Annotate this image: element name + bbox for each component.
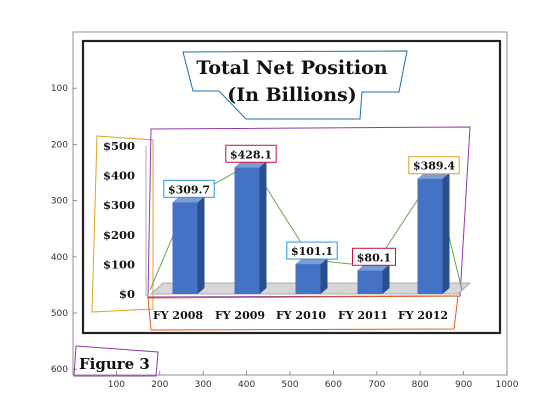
image-x-tick-label: 500 bbox=[281, 380, 298, 390]
bar bbox=[417, 172, 450, 294]
bar-front bbox=[172, 202, 198, 294]
chart-y-tick-label: $200 bbox=[103, 228, 135, 242]
chart-y-tick-labels: $0 $100 $200 $300 $400 $500 bbox=[103, 139, 135, 301]
bar-series bbox=[172, 161, 450, 294]
data-label: $389.4 bbox=[413, 160, 455, 173]
bar-front bbox=[417, 178, 443, 294]
image-x-tick-label: 200 bbox=[151, 380, 168, 390]
chart-category-labels: FY 2008 FY 2009 FY 2010 FY 2011 FY 2012 bbox=[153, 309, 448, 322]
data-label: $309.7 bbox=[168, 183, 210, 196]
chart-title: Total Net Position bbox=[196, 57, 387, 79]
chart-y-tick-label: $500 bbox=[103, 139, 135, 153]
category-label: FY 2012 bbox=[398, 309, 448, 322]
bar-front bbox=[234, 167, 260, 294]
data-label: $428.1 bbox=[230, 148, 272, 161]
bar-data-labels: $309.7 $428.1 $101.1 $80.1 $389.4 bbox=[163, 144, 460, 266]
image-x-tick-label: 600 bbox=[325, 380, 342, 390]
image-x-tick-label: 400 bbox=[238, 380, 255, 390]
chart-y-tick-label: $100 bbox=[103, 257, 135, 271]
chart-y-tick-label: $300 bbox=[103, 198, 135, 212]
data-label-box bbox=[225, 144, 277, 163]
x-axis-annotation-box bbox=[147, 295, 459, 331]
plot-area-annotation-box bbox=[147, 126, 471, 298]
data-label-box bbox=[286, 241, 338, 260]
figure-label: Figure 3 bbox=[79, 355, 150, 373]
image-x-tick-label: 900 bbox=[455, 380, 472, 390]
data-label-box bbox=[408, 156, 460, 175]
bar-side bbox=[197, 196, 205, 294]
bar bbox=[234, 161, 267, 294]
image-x-axis: 100 200 300 400 500 600 700 800 900 1000 bbox=[108, 371, 519, 390]
data-label-box bbox=[163, 179, 215, 198]
category-label: FY 2011 bbox=[338, 309, 388, 322]
chart-y-tick-label: $0 bbox=[119, 287, 135, 301]
bar bbox=[295, 258, 328, 294]
chart-y-tick-label: $400 bbox=[103, 169, 135, 183]
image-x-tick-label: 800 bbox=[412, 380, 429, 390]
image-x-tick-label: 300 bbox=[195, 380, 212, 390]
image-y-axis: 100 200 300 400 500 600 bbox=[51, 84, 77, 375]
image-y-tick-label: 600 bbox=[51, 365, 68, 375]
category-label: FY 2008 bbox=[153, 309, 203, 322]
data-label: $101.1 bbox=[291, 245, 333, 258]
image-y-tick-label: 500 bbox=[51, 309, 68, 319]
image-y-tick-label: 300 bbox=[51, 197, 68, 207]
chart-subtitle: (In Billions) bbox=[227, 84, 356, 106]
image-y-tick-label: 400 bbox=[51, 253, 68, 263]
bar-front bbox=[357, 270, 383, 294]
image-x-tick-label: 1000 bbox=[496, 380, 519, 390]
image-x-tick-label: 700 bbox=[368, 380, 385, 390]
bar-side bbox=[442, 172, 450, 294]
y-axis-annotation-box bbox=[91, 135, 154, 313]
bar-side bbox=[259, 161, 267, 294]
title-annotation-box bbox=[182, 50, 408, 120]
image-y-tick-label: 100 bbox=[51, 84, 68, 94]
bar-side bbox=[320, 258, 328, 294]
category-label: FY 2009 bbox=[215, 309, 265, 322]
data-label: $80.1 bbox=[357, 251, 391, 264]
image-y-tick-label: 200 bbox=[51, 140, 68, 150]
image-x-tick-label: 100 bbox=[108, 380, 125, 390]
bar bbox=[357, 264, 390, 294]
bar-side bbox=[382, 264, 390, 294]
category-label: FY 2010 bbox=[276, 309, 326, 322]
bar-front bbox=[295, 264, 321, 294]
bar bbox=[172, 196, 205, 294]
data-label-box bbox=[352, 247, 396, 266]
figure-label-annotation-box bbox=[73, 345, 159, 377]
